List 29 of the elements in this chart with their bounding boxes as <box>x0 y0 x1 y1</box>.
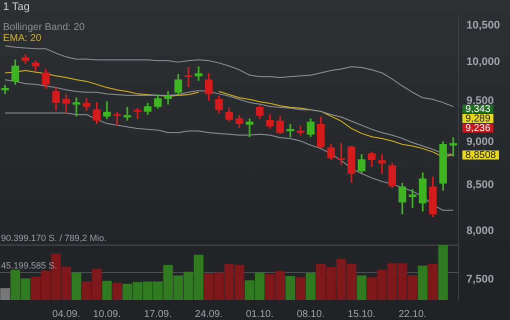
x-tick-label: 22.10. <box>398 308 426 320</box>
x-tick-label: 17.09. <box>144 308 172 320</box>
x-tick-label: 15.10. <box>348 308 376 320</box>
y-tick-label: 8,500 <box>466 179 494 192</box>
x-tick-label: 04.09. <box>52 308 80 320</box>
text: EMA: 20 <box>3 32 42 44</box>
x-tick-label: 08.10. <box>296 308 325 320</box>
candlestick <box>378 154 386 174</box>
x-tick-label: 01.10. <box>246 308 274 320</box>
y-tick-label: 10,500 <box>466 19 500 32</box>
y-tick-label: 8,000 <box>466 224 494 237</box>
candlestick <box>184 67 192 88</box>
text: 8,8508 <box>465 150 496 161</box>
candlestick <box>134 108 142 119</box>
candlestick <box>164 91 172 104</box>
chart-subtitle: 1 Tag <box>3 1 30 13</box>
text: Bollinger Band: 20 <box>3 22 86 33</box>
text: 9,236 <box>465 122 491 134</box>
text: 9,343 <box>465 104 491 115</box>
candlestick <box>246 118 254 138</box>
ref-line-label: 90.399.170 S. / 789,2 Mio. <box>1 233 107 244</box>
y-tick-label: 7,500 <box>466 274 494 286</box>
x-tick-label: 10.09. <box>93 308 121 320</box>
candlestick <box>296 126 304 136</box>
y-tick-label: 10,000 <box>466 56 500 68</box>
candlestick <box>408 189 416 208</box>
x-tick-label: 24.09. <box>194 308 223 320</box>
text: 9,289 <box>465 113 491 124</box>
y-tick-label: 9,000 <box>466 136 494 148</box>
